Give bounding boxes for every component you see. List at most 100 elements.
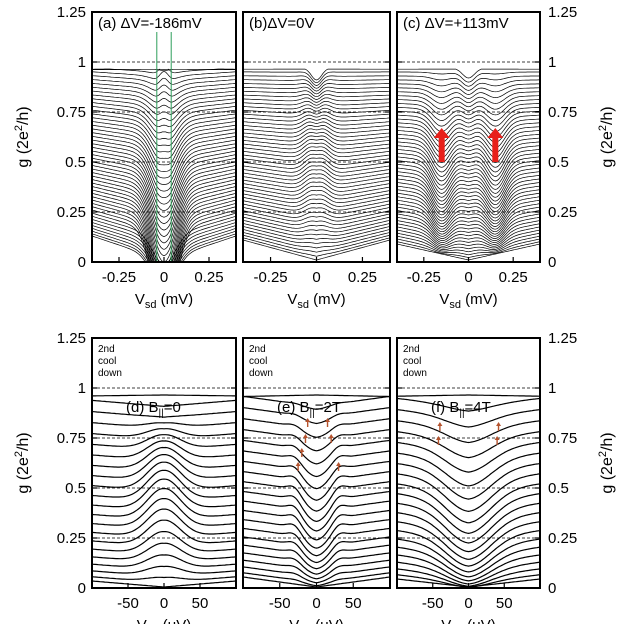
data-curve — [397, 397, 540, 412]
data-curve — [397, 107, 540, 127]
data-curve — [243, 210, 390, 222]
data-curve — [397, 546, 540, 578]
x-tick-label: 0.25 — [348, 269, 377, 286]
data-curve — [243, 114, 390, 122]
data-curve — [243, 71, 390, 84]
data-curve — [243, 544, 390, 570]
x-tick-label: 0 — [312, 595, 320, 612]
data-curve — [397, 110, 540, 132]
x-axis-label: Vsd (mV) — [135, 291, 193, 311]
x-tick-label: 0 — [464, 595, 472, 612]
data-curve — [243, 237, 390, 257]
data-curve — [92, 98, 236, 121]
y-tick-label: 0 — [78, 254, 86, 271]
data-curve — [397, 71, 540, 83]
data-curve — [243, 450, 390, 478]
data-curve — [397, 83, 540, 95]
data-curve — [397, 554, 540, 582]
data-curve — [92, 161, 236, 231]
data-curve — [243, 142, 390, 154]
data-curve — [92, 422, 236, 426]
y-tick-label: 0.75 — [57, 104, 86, 121]
data-curve — [243, 128, 390, 138]
data-curve — [243, 460, 390, 490]
data-curve — [243, 407, 390, 425]
data-curve — [92, 498, 236, 526]
data-curve — [243, 490, 390, 523]
y-tick-label: 0.75 — [548, 430, 577, 447]
y-tick-label: 1.25 — [548, 4, 577, 21]
data-curve — [92, 576, 236, 580]
data-curve — [397, 229, 540, 249]
data-curve — [397, 137, 540, 168]
panel-note: cool — [98, 356, 116, 367]
data-curve — [92, 478, 236, 508]
data-curve — [397, 171, 540, 206]
small-arrow-head — [328, 434, 334, 438]
data-curve — [92, 212, 236, 262]
data-curve — [243, 231, 390, 249]
y-axis-label: g (2e2/h) — [13, 106, 32, 167]
data-curve — [92, 150, 236, 212]
data-curve — [92, 186, 236, 262]
y-tick-label: 1.25 — [57, 330, 86, 347]
x-axis-label: Vsd (μV) — [137, 617, 191, 624]
data-curve — [397, 122, 540, 148]
small-arrow-head — [435, 436, 441, 440]
curve-group — [397, 68, 540, 261]
data-curve — [92, 530, 236, 552]
curve-group — [397, 394, 540, 588]
panel-title: (e) B||=2T — [277, 399, 341, 419]
data-curve — [397, 149, 540, 182]
data-curve — [243, 552, 390, 575]
data-curve — [92, 143, 236, 199]
data-curve — [243, 439, 390, 465]
y-tick-label: 0.75 — [548, 104, 577, 121]
data-curve — [243, 234, 390, 253]
plot-frame — [91, 11, 237, 263]
small-arrow-head — [336, 462, 342, 466]
data-curve — [92, 206, 236, 262]
data-curve — [243, 219, 390, 233]
data-curve — [397, 160, 540, 194]
data-curve — [92, 199, 236, 262]
data-curve — [397, 462, 540, 500]
data-curve — [243, 429, 390, 452]
data-curve — [243, 121, 390, 130]
data-curve — [397, 130, 540, 159]
data-curve — [92, 508, 236, 535]
x-axis-label: Vsd (μV) — [289, 617, 343, 624]
data-curve — [243, 203, 390, 215]
x-axis-label: Vsd (mV) — [287, 291, 345, 311]
data-curve — [243, 559, 390, 580]
y-tick-label: 0.25 — [548, 530, 577, 547]
data-curve — [243, 161, 390, 173]
data-curve — [92, 209, 236, 262]
data-curve — [243, 135, 390, 146]
data-curve — [243, 394, 390, 398]
data-curve — [243, 566, 390, 584]
y-tick-label: 0.25 — [57, 530, 86, 547]
small-arrow-head — [305, 418, 311, 422]
y-tick-label: 0.25 — [57, 204, 86, 221]
data-curve — [397, 167, 540, 202]
data-curve — [92, 121, 236, 159]
x-tick-label: -50 — [117, 595, 139, 612]
data-curve — [92, 399, 236, 408]
data-curve — [92, 90, 236, 109]
data-curve — [92, 235, 236, 262]
x-axis-label: Vsd (mV) — [439, 291, 497, 311]
data-curve — [92, 542, 236, 560]
data-curve — [243, 86, 390, 95]
y-tick-label: 1 — [548, 54, 556, 71]
data-curve — [92, 454, 236, 478]
data-curve — [92, 233, 236, 262]
title-background — [399, 13, 538, 32]
x-tick-label: 50 — [345, 595, 362, 612]
data-curve — [397, 118, 540, 143]
data-curve — [92, 554, 236, 567]
x-tick-label: -50 — [269, 595, 291, 612]
data-curve — [243, 132, 390, 142]
small-arrow-head — [494, 436, 500, 440]
